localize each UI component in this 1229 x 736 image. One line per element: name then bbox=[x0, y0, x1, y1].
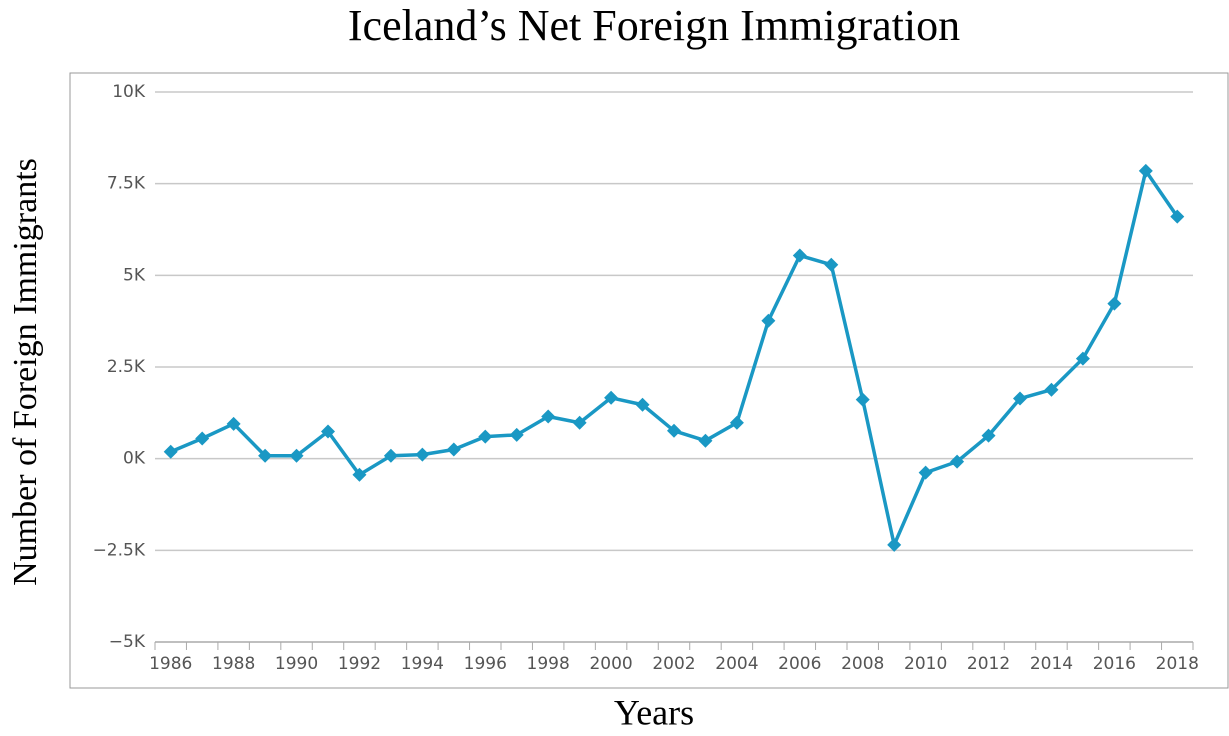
x-tick-label: 2004 bbox=[715, 654, 758, 674]
data-point bbox=[1107, 296, 1122, 311]
data-point bbox=[226, 416, 241, 431]
x-tick-label: 2002 bbox=[652, 654, 695, 674]
data-point bbox=[729, 415, 744, 430]
data-point bbox=[1170, 209, 1185, 224]
y-tick-label: 5K bbox=[123, 265, 146, 285]
data-point bbox=[383, 448, 398, 463]
data-point bbox=[981, 428, 996, 443]
data-point bbox=[855, 392, 870, 407]
data-point bbox=[918, 465, 933, 480]
x-tick-label: 1994 bbox=[401, 654, 444, 674]
x-tick-label: 2006 bbox=[778, 654, 821, 674]
x-axis-title: Years bbox=[614, 692, 694, 732]
x-tick-label: 2014 bbox=[1030, 654, 1073, 674]
data-point bbox=[321, 424, 335, 439]
x-tick-label: 1996 bbox=[464, 654, 507, 674]
y-tick-label: 10K bbox=[112, 82, 146, 102]
data-point bbox=[572, 415, 587, 430]
data-point bbox=[541, 409, 556, 424]
data-point bbox=[446, 442, 461, 457]
data-point bbox=[163, 444, 178, 459]
x-tick-label: 1990 bbox=[275, 654, 318, 674]
x-tick-label: 1998 bbox=[527, 654, 570, 674]
x-tick-label: 1986 bbox=[149, 654, 192, 674]
x-tick-label: 2010 bbox=[904, 654, 947, 674]
data-point bbox=[635, 397, 650, 412]
data-point bbox=[258, 448, 273, 463]
data-point bbox=[1013, 391, 1027, 406]
data-point bbox=[604, 390, 619, 405]
data-point bbox=[667, 423, 681, 438]
x-tick-label: 1992 bbox=[338, 654, 381, 674]
x-tick-label: 2008 bbox=[841, 654, 884, 674]
data-point bbox=[761, 313, 776, 328]
y-tick-label: 7.5K bbox=[107, 174, 146, 194]
y-tick-label: 2.5K bbox=[107, 357, 146, 377]
data-point bbox=[478, 429, 493, 444]
data-point bbox=[289, 448, 304, 463]
chart-title: Iceland’s Net Foreign Immigration bbox=[348, 1, 960, 50]
x-tick-label: 2000 bbox=[589, 654, 632, 674]
x-tick-label: 1988 bbox=[212, 654, 255, 674]
data-point bbox=[698, 433, 713, 448]
data-point bbox=[1138, 163, 1153, 178]
x-tick-label: 2018 bbox=[1156, 654, 1199, 674]
y-tick-label: −2.5K bbox=[93, 540, 146, 560]
data-point bbox=[195, 431, 210, 446]
y-tick-label: 0K bbox=[123, 449, 146, 469]
x-tick-label: 2012 bbox=[967, 654, 1010, 674]
data-point bbox=[352, 467, 367, 482]
data-point bbox=[415, 447, 430, 462]
data-point bbox=[1075, 351, 1090, 366]
data-line bbox=[170, 169, 1179, 547]
x-tick-label: 2016 bbox=[1093, 654, 1136, 674]
data-point bbox=[887, 537, 902, 552]
data-point bbox=[509, 427, 524, 442]
y-tick-label: −5K bbox=[109, 632, 146, 652]
data-point bbox=[824, 257, 839, 272]
data-point bbox=[1044, 382, 1059, 397]
data-point bbox=[792, 248, 807, 263]
y-axis-title: Number of Foreign Immigrants bbox=[7, 158, 44, 586]
plot-frame bbox=[69, 72, 1229, 689]
data-point bbox=[950, 454, 965, 469]
